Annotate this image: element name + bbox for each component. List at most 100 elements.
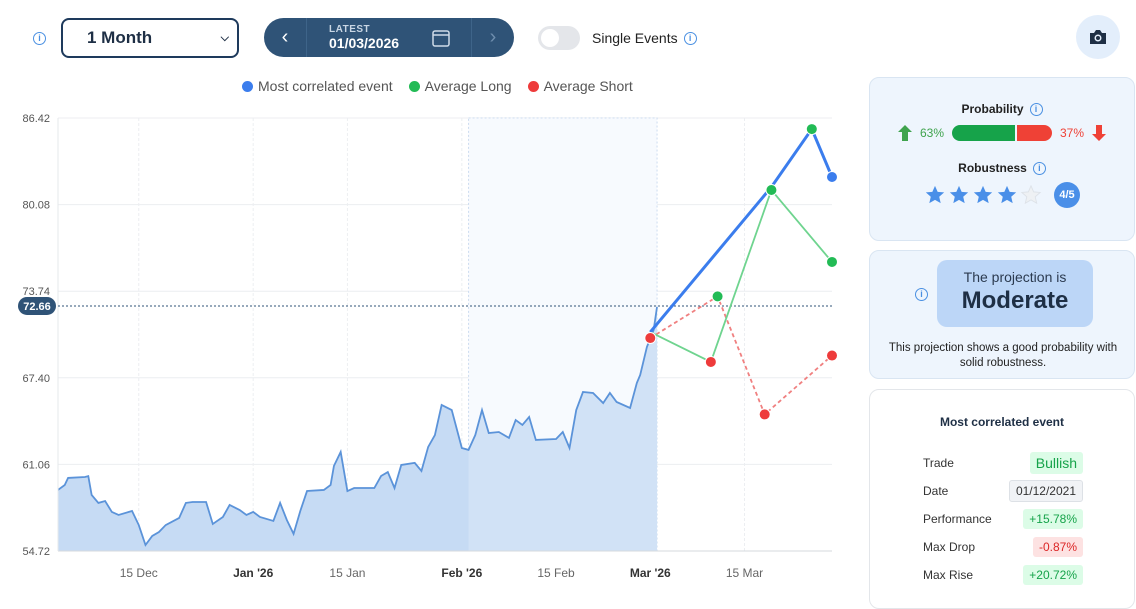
y-tick-label: 86.42: [22, 113, 50, 125]
probability-panel: Probability i 63% 37% Robustness i 4/5: [869, 77, 1135, 241]
camera-icon: [1090, 30, 1106, 44]
projection-box: The projection is Moderate: [937, 260, 1093, 327]
projection-info-icon[interactable]: i: [915, 288, 928, 301]
highlight-overlay: [468, 118, 658, 551]
probability-bar: [952, 125, 1052, 141]
robustness-stars: 4/5: [870, 182, 1134, 208]
event-row-label: Max Rise: [923, 568, 974, 582]
y-tick-label: 61.06: [22, 459, 50, 471]
current-price-badge: [18, 296, 56, 315]
y-tick-label: 54.72: [22, 546, 50, 558]
calendar-icon: [432, 30, 450, 47]
projection-marker: [765, 183, 778, 196]
toggle-knob: [541, 29, 559, 47]
legend-item-average-short[interactable]: Average Short: [527, 78, 633, 94]
event-row: Max Drop -0.87%: [923, 533, 1083, 561]
date-label: LATEST: [329, 24, 371, 35]
range-select-value: 1 Month: [87, 28, 153, 47]
projection-marker: [758, 408, 771, 421]
event-row-label: Max Drop: [923, 540, 976, 554]
robustness-badge: 4/5: [1054, 182, 1080, 208]
event-row-label: Trade: [923, 456, 954, 470]
projection-marker: [644, 332, 657, 345]
event-row: Performance +15.78%: [923, 505, 1083, 533]
arrow-up-icon: [897, 125, 912, 141]
probability-bar-up: [952, 125, 1015, 141]
projection-description: This projection shows a good probability…: [888, 342, 1118, 369]
range-select[interactable]: 1 Month ⌵: [61, 18, 239, 58]
projection-marker: [805, 123, 818, 136]
event-row: Trade Bullish: [923, 449, 1083, 477]
single-events-info-icon[interactable]: i: [683, 31, 697, 45]
event-row-value: +15.78%: [1023, 509, 1083, 529]
x-tick-label: 15 Feb: [537, 566, 575, 580]
projection-line-1: [649, 188, 833, 364]
event-title: Most correlated event: [939, 415, 1065, 429]
event-row: Max Rise +20.72%: [923, 561, 1083, 589]
range-info-icon[interactable]: i: [33, 32, 46, 45]
x-tick-label: Jan '26: [233, 566, 274, 580]
star-filled-icon: [997, 185, 1017, 204]
current-price-label: 72.66: [23, 301, 51, 313]
probability-bar-down: [1017, 125, 1052, 141]
y-tick-label: 73.74: [22, 286, 50, 298]
price-chart[interactable]: 54.72 61.06 67.40 73.74 80.08 86.42 15 Dec Jan …: [0, 0, 860, 596]
legend-item-most-correlated[interactable]: Most correlated event: [242, 78, 393, 94]
projection-line-2: [649, 295, 833, 416]
date-picker-button[interactable]: LATEST 01/03/2026: [306, 18, 472, 57]
arrow-down-icon: [1092, 125, 1107, 141]
event-row-label: Date: [923, 484, 949, 498]
legend-label: Most correlated event: [258, 78, 393, 94]
event-row-value: 01/12/2021: [1008, 480, 1083, 502]
chevron-down-icon: ⌵: [220, 31, 229, 44]
probability-info-icon[interactable]: i: [1029, 102, 1043, 116]
date-navigator: ‹ LATEST 01/03/2026 ›: [264, 18, 514, 57]
legend-dot: [242, 80, 253, 92]
robustness-info-icon[interactable]: i: [1032, 161, 1046, 175]
projection-prefix: The projection is: [963, 269, 1067, 285]
legend-item-average-long[interactable]: Average Long: [408, 78, 512, 94]
next-date-button[interactable]: ›: [489, 26, 497, 48]
legend-label: Average Short: [543, 78, 633, 94]
projection-marker: [826, 255, 838, 268]
prev-date-button[interactable]: ‹: [281, 26, 289, 48]
probability-up: 63%: [919, 126, 944, 140]
price-line: [57, 306, 658, 547]
projection-line-0: [649, 125, 834, 334]
probability-title: Probability: [961, 102, 1024, 116]
event-row-value: Bullish: [1029, 452, 1083, 474]
single-events-toggle[interactable]: [538, 26, 580, 50]
event-row-value: +20.72%: [1023, 565, 1083, 585]
chart-legend: Most correlated event Average Long Avera…: [242, 78, 633, 94]
x-tick-label: Mar '26: [630, 566, 671, 580]
event-row: Date 01/12/2021: [923, 477, 1083, 505]
x-tick-label: Feb '26: [441, 566, 482, 580]
projection-marker: [826, 349, 838, 362]
event-row-label: Performance: [923, 512, 992, 526]
star-empty-icon: [1020, 184, 1042, 205]
robustness-title: Robustness: [958, 161, 1027, 175]
projection-panel: i The projection is Moderate This projec…: [869, 250, 1135, 379]
x-tick-label: 15 Jan: [329, 566, 365, 580]
event-row-value: -0.87%: [1032, 537, 1083, 557]
legend-dot: [408, 80, 420, 92]
legend-label: Average Long: [424, 78, 512, 94]
star-filled-icon: [949, 185, 969, 204]
price-area: [58, 307, 658, 551]
x-tick-label: 15 Dec: [120, 566, 158, 580]
projection-marker: [711, 290, 724, 303]
y-tick-label: 67.40: [22, 373, 50, 385]
event-table: Trade Bullish Date 01/12/2021 Performance +15…: [923, 449, 1083, 589]
date-value: 01/03/2026: [329, 35, 400, 51]
single-events-label: Single Events: [592, 30, 678, 46]
projection-marker: [704, 355, 717, 368]
event-panel: Most correlated event Trade Bullish Date 01…: [869, 389, 1135, 609]
projection-level: Moderate: [961, 287, 1069, 314]
projection-marker: [826, 171, 838, 184]
probability-down: 37%: [1060, 126, 1085, 140]
screenshot-button[interactable]: [1076, 15, 1120, 59]
star-filled-icon: [925, 185, 945, 204]
x-tick-label: 15 Mar: [726, 566, 763, 580]
legend-dot: [527, 80, 539, 92]
star-filled-icon: [973, 185, 993, 204]
